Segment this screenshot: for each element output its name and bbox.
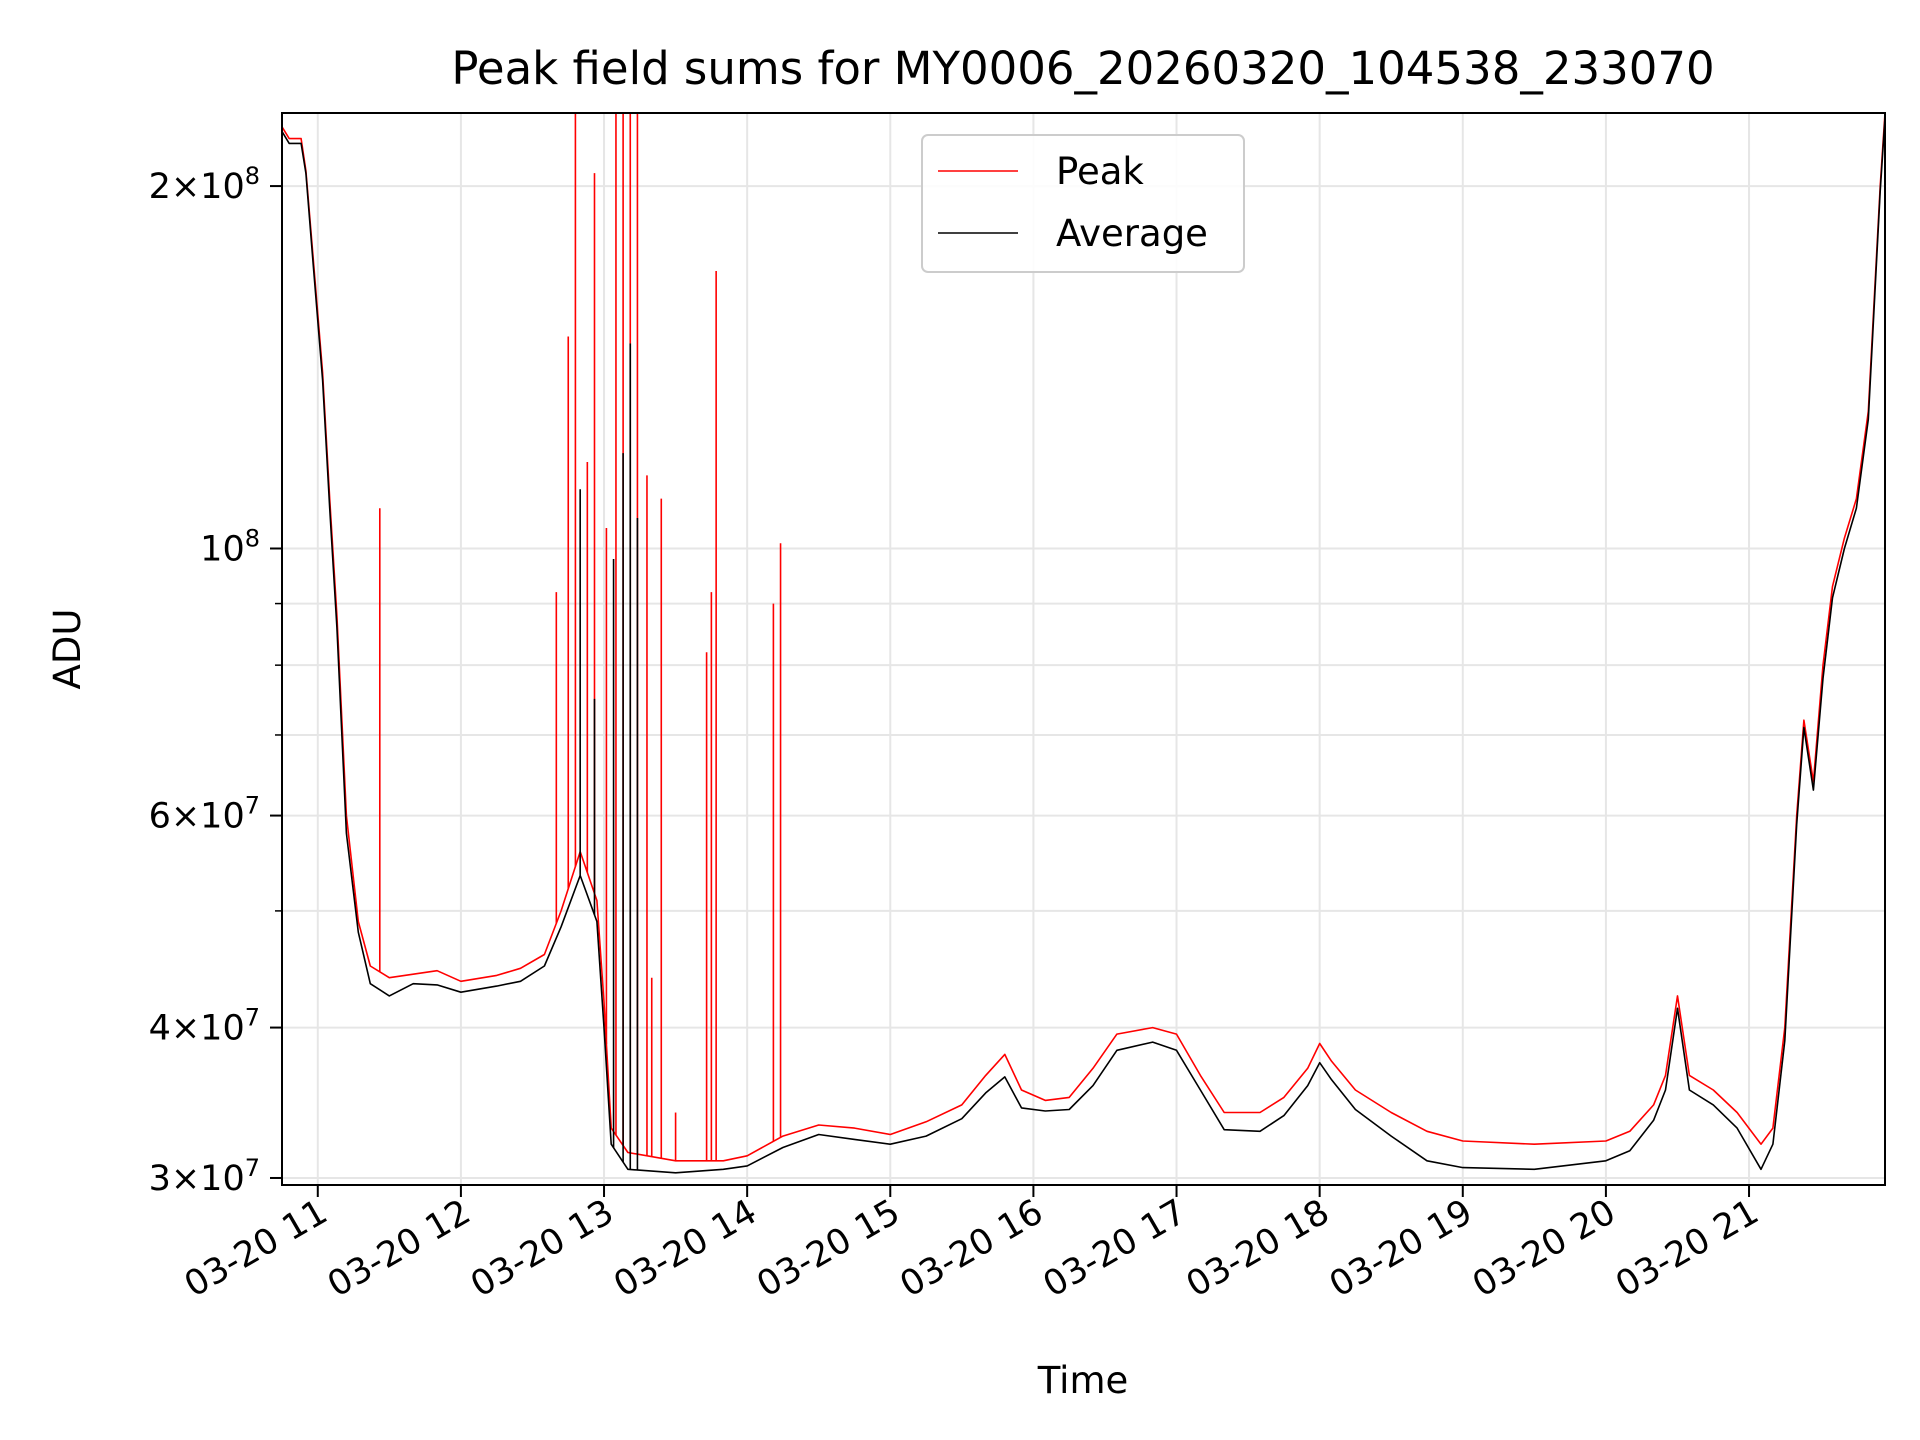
y-tick-label: 3×107 xyxy=(149,1154,260,1199)
grid xyxy=(282,113,1885,1185)
legend-box xyxy=(921,134,1245,273)
series-average xyxy=(282,117,1885,1174)
peak-line xyxy=(282,113,1885,1162)
chart-title: Peak field sums for MY0006_20260320_1045… xyxy=(451,42,1714,95)
legend: Peak Average xyxy=(921,134,1245,273)
average-line xyxy=(282,117,1885,1174)
legend-label-average: Average xyxy=(1056,212,1208,255)
legend-label-peak: Peak xyxy=(1056,150,1144,193)
y-tick-label: 4×107 xyxy=(149,1004,260,1049)
y-tick-label: 108 xyxy=(200,524,260,569)
y-tick-label: 6×107 xyxy=(149,792,260,837)
plot-area-frame xyxy=(281,112,1886,1186)
x-axis-label: Time xyxy=(1037,1359,1129,1402)
y-axis-label: ADU xyxy=(46,609,89,690)
y-tick-label: 2×108 xyxy=(149,162,260,207)
y-axis-ticks: 3×107 4×107 6×107 108 2×108 xyxy=(149,162,282,1199)
series-lines xyxy=(282,113,1885,1174)
